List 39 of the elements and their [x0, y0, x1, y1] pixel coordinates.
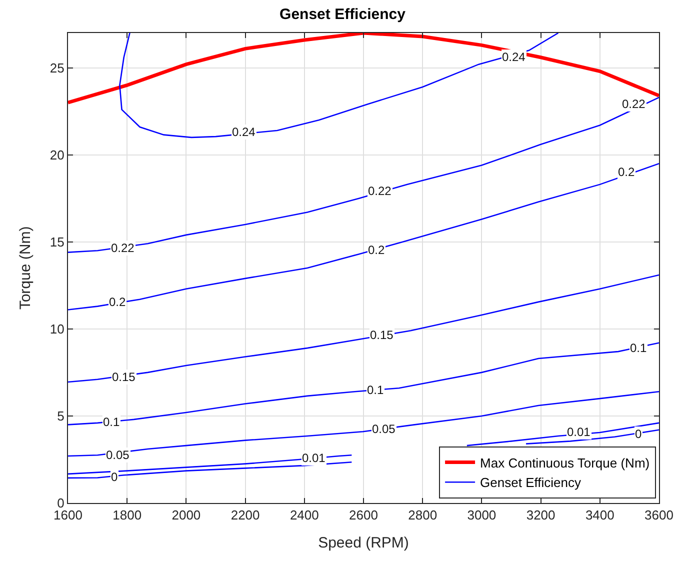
annotation: 0.15: [112, 370, 136, 384]
annotation: 0.1: [103, 415, 120, 429]
annotation: 0.05: [106, 448, 130, 462]
annotation: 0.22: [622, 97, 646, 111]
x-tick-label: 2800: [408, 508, 438, 523]
y-tick-label: 20: [50, 147, 64, 162]
y-tick-label: 25: [50, 60, 64, 76]
x-tick-label: 3600: [644, 508, 674, 523]
x-tick-label: 3400: [585, 508, 614, 523]
x-tick-label: 2400: [290, 508, 319, 523]
annotation: 0.2: [109, 295, 126, 309]
annotation: 0.2: [618, 165, 636, 179]
legend-label: Max Continuous Torque (Nm): [480, 455, 650, 470]
annotation: 0.24: [232, 125, 256, 139]
x-tick-label: 2000: [172, 508, 201, 523]
annotation: 0.22: [111, 241, 135, 255]
y-tick-label: 15: [50, 234, 64, 250]
annotation: 0.2: [368, 243, 386, 257]
legend-label: Genset Efficiency: [480, 475, 582, 490]
y-tick-label: 5: [57, 408, 64, 424]
annotation: 0.22: [368, 184, 392, 198]
x-axis-title: Speed (RPM): [318, 534, 409, 552]
x-tick-label: 3200: [526, 508, 556, 523]
annotation: 0: [635, 427, 642, 441]
annotation: 0.01: [302, 451, 326, 465]
annotation: 0.05: [372, 422, 396, 436]
y-axis-title: Torque (Nm): [17, 226, 34, 310]
y-tick-label: 10: [50, 321, 64, 336]
annotation: 0.15: [370, 328, 394, 342]
x-tick-label: 1800: [112, 508, 142, 523]
x-tick-label: 2200: [230, 508, 260, 523]
annotation: 0.1: [367, 383, 384, 397]
x-tick-label: 3000: [467, 508, 496, 523]
annotation: 0: [111, 470, 118, 484]
chart-title: Genset Efficiency: [280, 6, 406, 23]
annotation: 0.01: [567, 425, 591, 439]
annotation: 0.24: [502, 50, 526, 64]
x-tick-label: 2600: [349, 508, 378, 523]
annotation: 0.1: [630, 341, 648, 355]
